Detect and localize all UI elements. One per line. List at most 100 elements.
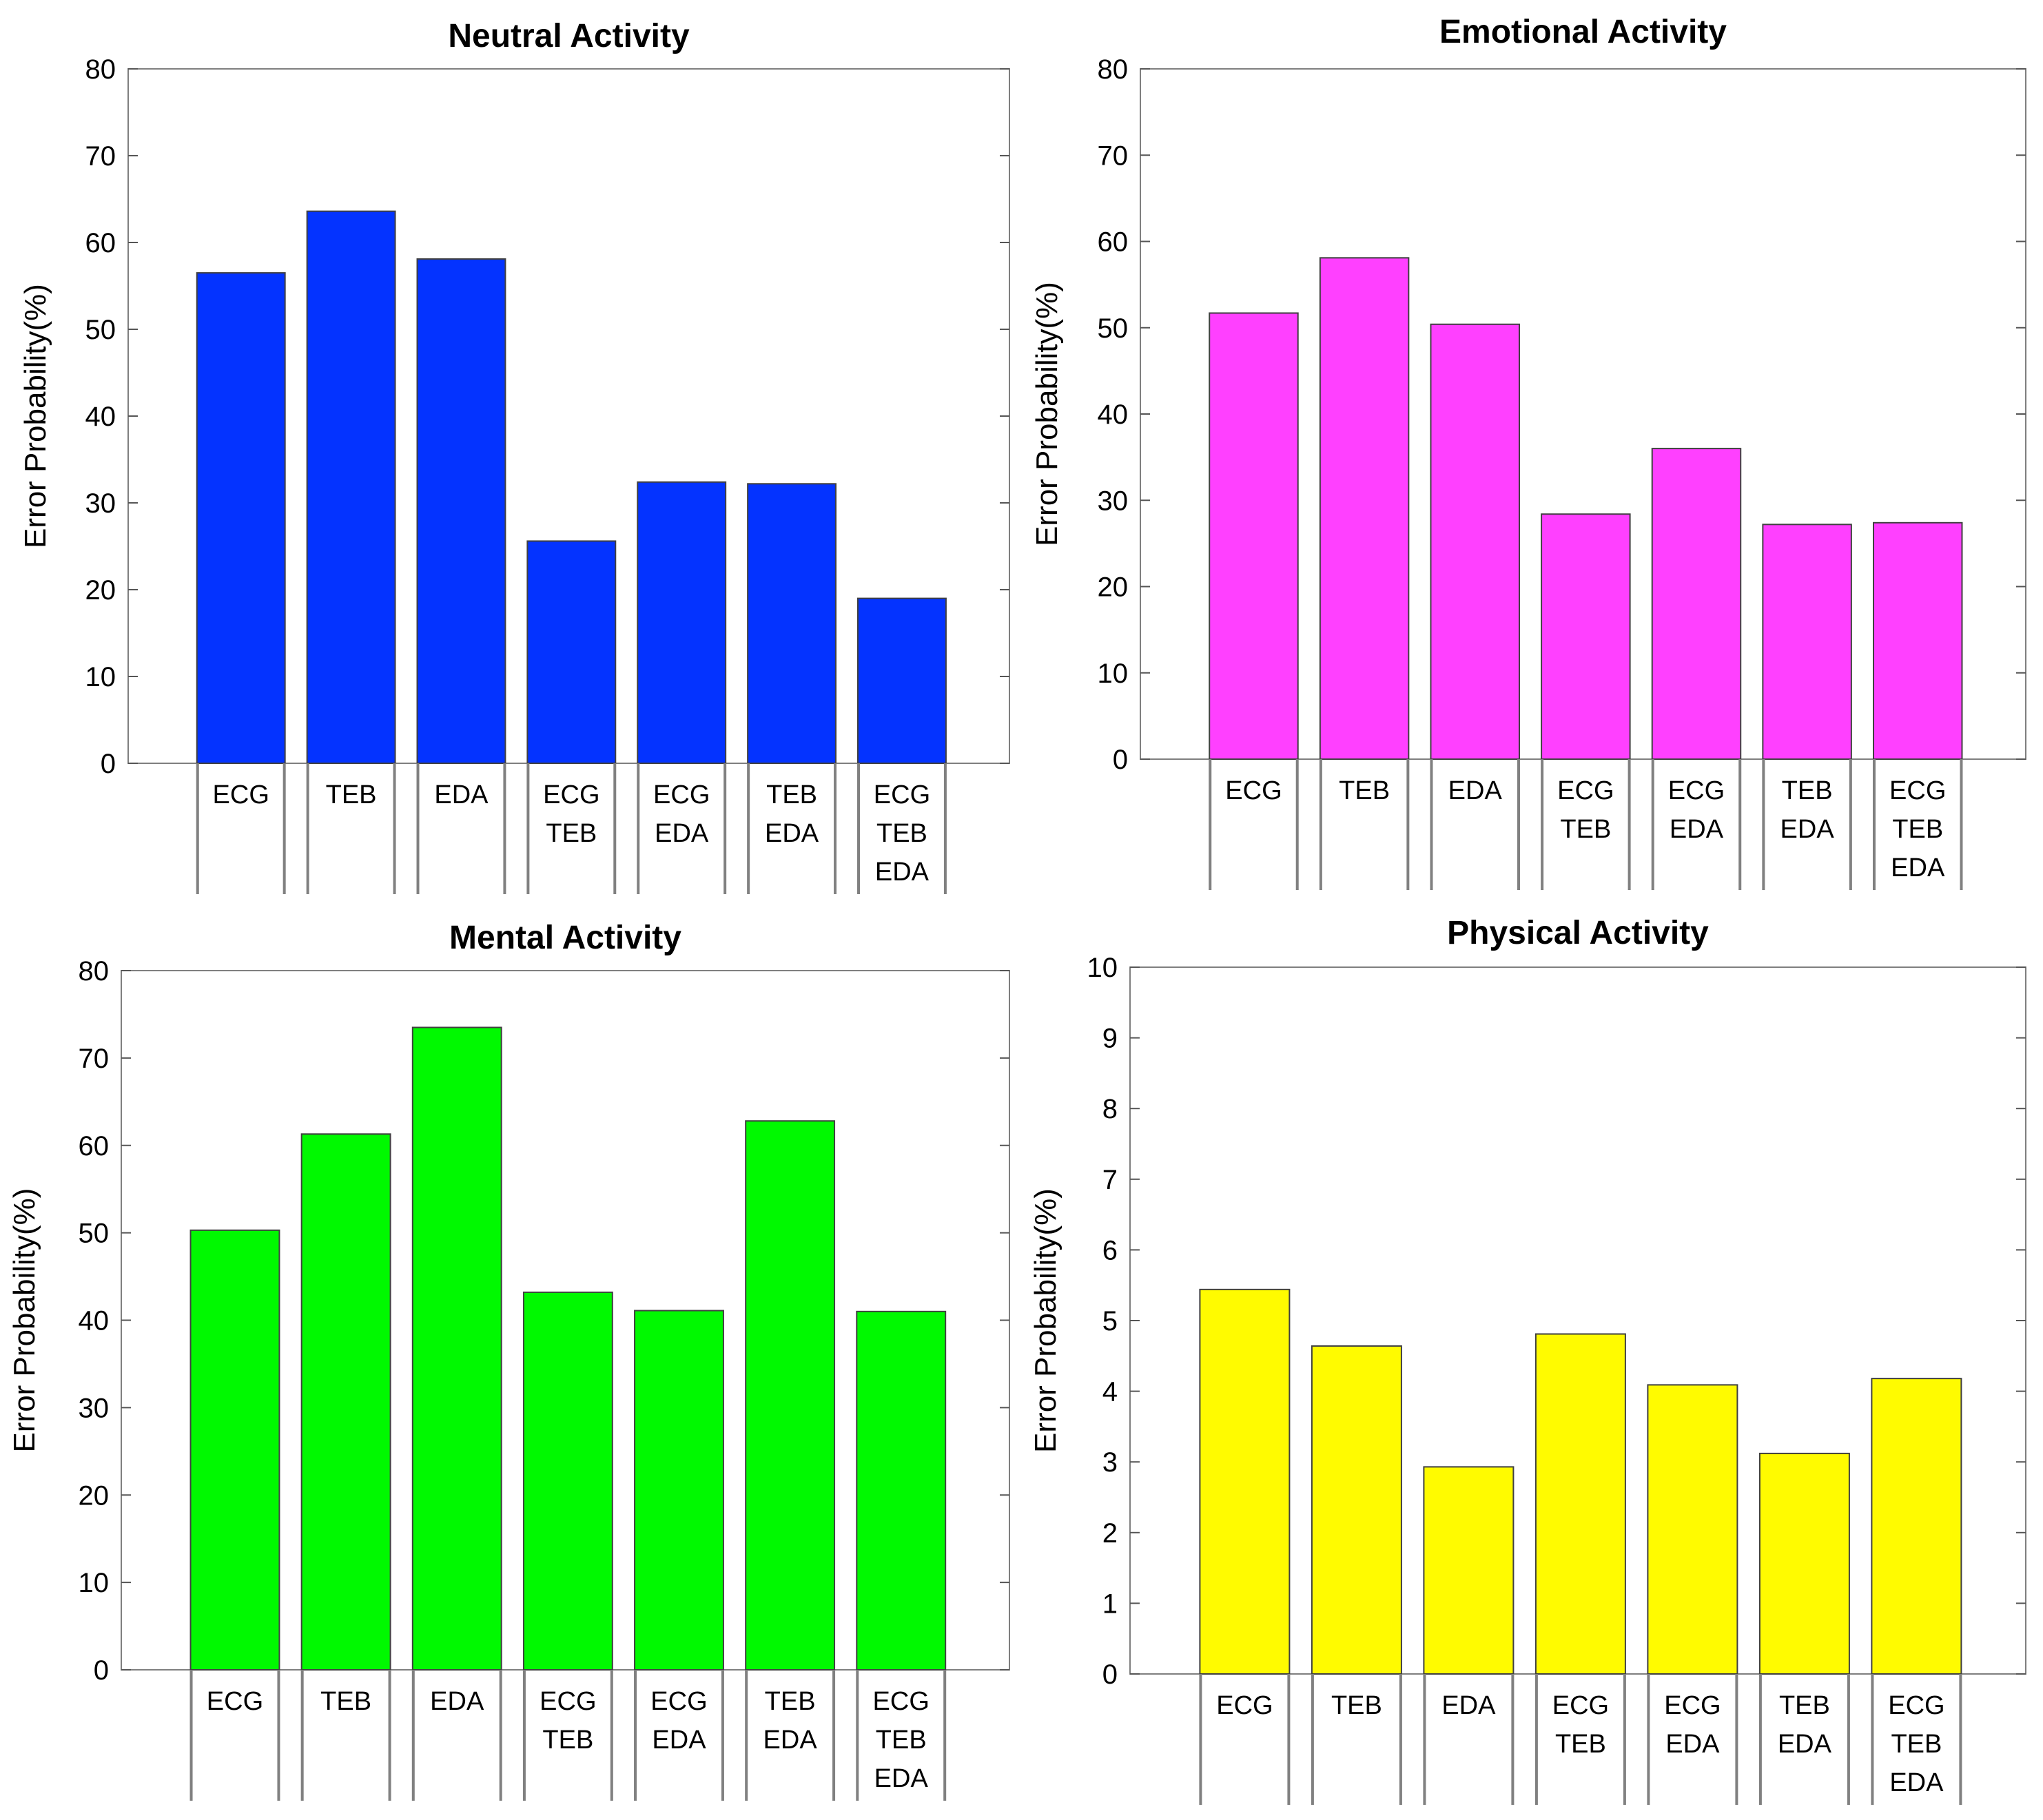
y-tick-label: 7	[1102, 1165, 1118, 1195]
category-label: TEB	[1779, 1691, 1830, 1720]
bar	[637, 481, 727, 764]
bar	[1541, 513, 1631, 760]
y-axis-label: Error Probability(%)	[19, 284, 52, 548]
category-label: ECG	[1216, 1691, 1273, 1720]
category-label: TEB	[1331, 1691, 1382, 1720]
y-tick-label: 60	[85, 228, 116, 258]
category-label: EDA	[763, 1726, 818, 1755]
category-label: EDA	[1670, 815, 1724, 844]
category-label: TEB	[546, 819, 597, 848]
bar	[1311, 1345, 1402, 1675]
category-label: TEB	[320, 1687, 371, 1716]
y-axis-label: Error Probability(%)	[1030, 282, 1064, 546]
category-label: ECG	[1225, 776, 1282, 805]
category-label: EDA	[1665, 1730, 1720, 1759]
category-label: TEB	[1339, 776, 1390, 805]
panel-mental: Mental Activity Error Probability(%) 0 10 20…	[8, 920, 1010, 1801]
bar	[416, 258, 506, 764]
category-label: TEB	[1555, 1730, 1606, 1759]
y-tick-label: 9	[1102, 1024, 1118, 1054]
category-label: ECG	[207, 1687, 263, 1716]
y-tick-label: 50	[79, 1219, 110, 1249]
y-tick-label: 0	[94, 1655, 109, 1686]
y-tick-label: 0	[101, 749, 116, 779]
bar	[856, 1310, 947, 1671]
y-tick-label: 40	[79, 1306, 110, 1336]
category-label: EDA	[434, 780, 489, 809]
bar	[196, 272, 286, 765]
chart-title: Physical Activity	[1447, 915, 1709, 951]
category-label: ECG	[1664, 1691, 1721, 1720]
y-axis-label: Error Probability(%)	[8, 1188, 41, 1453]
category-label: EDA	[1889, 1768, 1944, 1797]
category-label: TEB	[1782, 776, 1833, 805]
category-label: TEB	[876, 1726, 927, 1755]
y-tick-label: 70	[85, 141, 116, 172]
bar	[189, 1229, 280, 1671]
y-tick-label: 50	[1098, 313, 1129, 344]
category-label: ECG	[543, 780, 599, 809]
y-tick-label: 30	[85, 488, 116, 519]
y-tick-label: 40	[1098, 400, 1129, 430]
category-label: EDA	[1780, 815, 1835, 844]
category-label: TEB	[876, 819, 927, 848]
category-label: EDA	[655, 819, 709, 848]
category-label: ECG	[873, 1687, 930, 1716]
category-label: TEB	[326, 780, 377, 809]
y-tick-label: 4	[1102, 1377, 1118, 1407]
y-tick-label: 10	[1098, 659, 1129, 689]
category-label: EDA	[1441, 1691, 1496, 1720]
bar	[745, 1120, 836, 1671]
chart-title: Mental Activity	[449, 920, 681, 956]
bar	[857, 597, 947, 764]
y-tick-label: 6	[1102, 1235, 1118, 1265]
category-label: EDA	[1448, 776, 1503, 805]
category-label: ECG	[1889, 776, 1946, 805]
category-label: TEB	[1892, 815, 1943, 844]
y-tick-label: 0	[1113, 745, 1128, 775]
panel-physical: Physical Activity Error Probability(%) 0 1 2…	[1029, 915, 2026, 1805]
bar	[1319, 257, 1410, 760]
category-label: ECG	[653, 780, 710, 809]
y-tick-label: 70	[79, 1044, 110, 1074]
y-tick-label: 30	[79, 1393, 110, 1423]
category-label: TEB	[1560, 815, 1611, 844]
y-tick-label: 1	[1102, 1589, 1118, 1619]
category-label: TEB	[542, 1726, 593, 1755]
y-tick-label: 30	[1098, 486, 1129, 516]
category-label: EDA	[1778, 1730, 1832, 1759]
y-tick-label: 5	[1102, 1306, 1118, 1336]
category-label: ECG	[213, 780, 269, 809]
y-tick-label: 2	[1102, 1518, 1118, 1549]
y-tick-label: 50	[85, 315, 116, 345]
bar	[1647, 1384, 1738, 1675]
category-label: EDA	[874, 1764, 929, 1793]
y-tick-label: 80	[1098, 54, 1129, 85]
category-label: ECG	[540, 1687, 596, 1716]
y-tick-label: 20	[1098, 572, 1129, 603]
category-label: ECG	[1888, 1691, 1944, 1720]
bar	[1430, 323, 1520, 760]
bar	[1209, 312, 1299, 760]
bar	[306, 210, 396, 764]
bar	[1651, 448, 1742, 760]
bar	[1762, 524, 1852, 760]
category-label: EDA	[765, 819, 819, 848]
y-tick-label: 20	[85, 575, 116, 606]
category-label: TEB	[765, 1687, 816, 1716]
category-label: EDA	[430, 1687, 484, 1716]
y-tick-label: 10	[79, 1568, 110, 1598]
bar	[1423, 1466, 1515, 1675]
bar	[1199, 1288, 1291, 1675]
category-label: ECG	[1668, 776, 1725, 805]
panel-neutral: Neutral Activity Error Probability(%) 0 10 2…	[19, 18, 1010, 894]
category-label: ECG	[1557, 776, 1614, 805]
category-label: ECG	[1552, 1691, 1609, 1720]
bar	[1534, 1333, 1626, 1675]
y-tick-label: 60	[79, 1131, 110, 1161]
bar	[1758, 1452, 1850, 1675]
y-tick-label: 8	[1102, 1094, 1118, 1124]
y-axis-label: Error Probability(%)	[1029, 1188, 1062, 1453]
panel-emotional: Emotional Activity Error Probability(%) 0 1…	[1030, 14, 2026, 890]
